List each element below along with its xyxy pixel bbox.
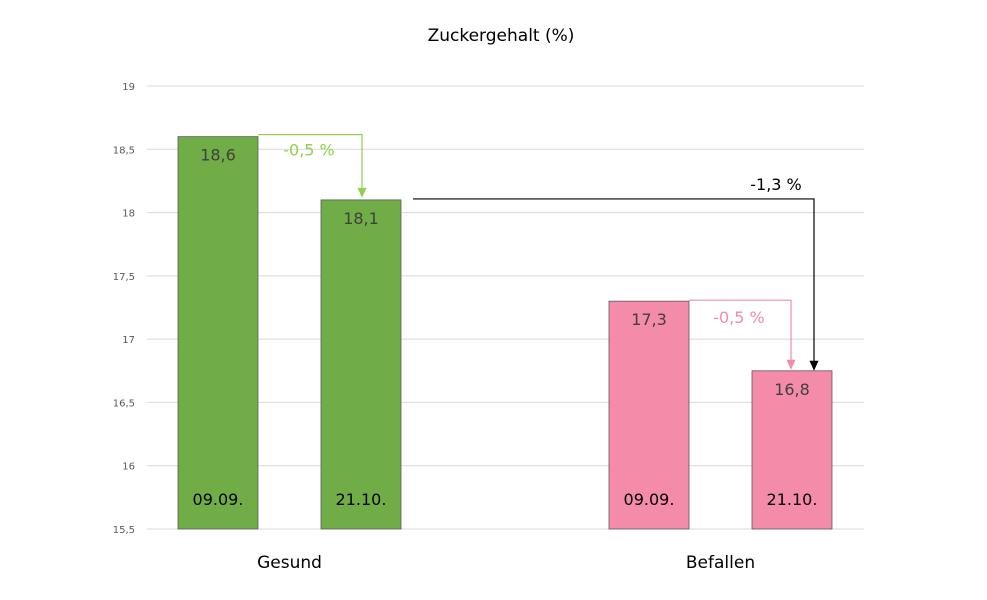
change-arrows: -0,5 % -0,5 % -1,3 % xyxy=(258,134,819,371)
arrow-total xyxy=(413,198,815,363)
arrow-befallen-label: -0,5 % xyxy=(713,308,765,327)
bar-date-label: 09.09. xyxy=(193,490,244,509)
bar xyxy=(751,370,833,530)
group-label: Befallen xyxy=(686,553,755,573)
group-label: Gesund xyxy=(257,553,322,573)
arrow-total-head xyxy=(809,360,819,371)
bar-labels: 18,6 09.09. 18,1 21.10. 17,3 09.09. 16,8 21.10. xyxy=(193,146,818,509)
bar-date-label: 21.10. xyxy=(336,490,387,509)
y-tick-label: 16 xyxy=(122,462,135,473)
y-tick-label: 18 xyxy=(122,209,135,220)
arrow-befallen xyxy=(689,299,792,362)
bar-date-label: 21.10. xyxy=(767,490,818,509)
bar xyxy=(608,300,690,530)
arrow-gesund-label: -0,5 % xyxy=(283,141,335,160)
bar-value-label: 18,1 xyxy=(343,209,379,228)
y-tick-label: 17,5 xyxy=(113,272,135,283)
y-tick-label: 19 xyxy=(122,82,135,93)
y-tick-label: 17 xyxy=(122,335,135,346)
y-tick-label: 16,5 xyxy=(113,398,135,409)
arrow-gesund-head xyxy=(357,187,367,198)
gridlines xyxy=(147,85,864,530)
bar-value-label: 17,3 xyxy=(631,310,667,329)
bar-date-label: 09.09. xyxy=(624,490,675,509)
bar-value-label: 18,6 xyxy=(200,146,236,165)
bar-value-label: 16,8 xyxy=(774,380,810,399)
arrow-total-label: -1,3 % xyxy=(750,175,802,194)
arrow-gesund xyxy=(258,134,363,190)
bar xyxy=(320,199,402,530)
y-tick-label: 18,5 xyxy=(113,145,135,156)
arrow-befallen-head xyxy=(786,359,796,370)
y-tick-label: 15,5 xyxy=(113,525,135,536)
bar xyxy=(177,136,259,530)
chart-title: Zuckergehalt (%) xyxy=(428,26,575,46)
bars xyxy=(177,136,833,530)
group-labels: Gesund Befallen xyxy=(257,553,755,573)
y-axis-ticks: 15,5 16 16,5 17 17,5 18 18,5 19 xyxy=(113,82,135,536)
